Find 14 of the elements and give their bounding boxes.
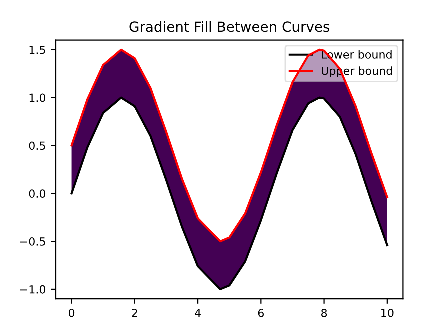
line-series (70, 96, 388, 291)
y-tick-label: 1.5 (30, 46, 46, 54)
y-tick-label: −1.0 (20, 285, 46, 294)
chart-title: Gradient Fill Between Curves (130, 21, 330, 32)
x-tick-label: 8 (322, 308, 328, 318)
y-tick-label: −0.5 (20, 238, 46, 246)
y-tick-label: 0.5 (29, 142, 46, 150)
y-tick-label: 1.0 (30, 94, 46, 102)
y-tick-label: 0.0 (29, 190, 46, 198)
x-tick-label: 10 (382, 308, 394, 318)
x-tick-label: 0 (68, 308, 75, 318)
x-tick-label: 2 (132, 308, 138, 318)
x-tick-label: 4 (195, 309, 201, 318)
x-tick-label: 6 (258, 308, 264, 318)
